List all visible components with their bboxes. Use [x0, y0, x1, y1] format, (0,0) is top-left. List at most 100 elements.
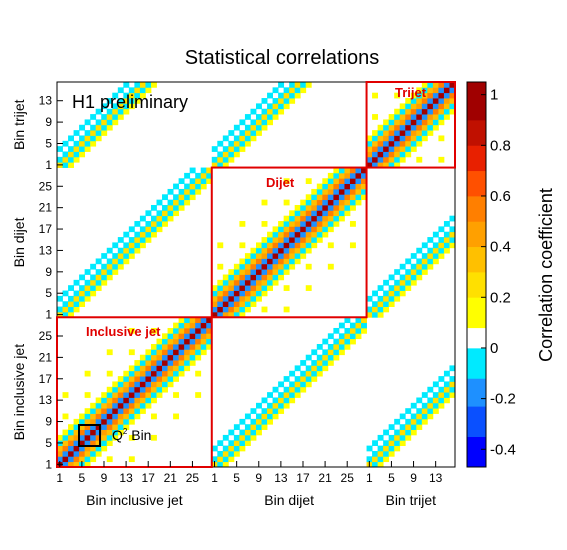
heatmap-cell [388, 119, 395, 126]
heatmap-cell [289, 82, 296, 88]
heatmap-cell [162, 333, 168, 340]
colorbar-tick-label: 1 [490, 87, 498, 104]
block-frame [56, 316, 213, 468]
heatmap-cell [327, 344, 334, 350]
heatmap-cell [128, 413, 135, 420]
heatmap-cell [432, 108, 439, 115]
heatmap-cell [421, 253, 428, 259]
heatmap-cell [239, 306, 246, 313]
heatmap-cell [134, 98, 141, 104]
heatmap-cell [427, 114, 434, 120]
heatmap-cell [57, 450, 63, 457]
heatmap-cell [162, 370, 168, 377]
heatmap-cell [443, 103, 450, 110]
heatmap-cell [250, 408, 257, 414]
heatmap-cell [244, 140, 251, 147]
heatmap-cell [222, 279, 229, 286]
heatmap-cell [272, 386, 279, 393]
heatmap-cell [134, 242, 141, 249]
heatmap-cell [289, 92, 296, 99]
heatmap-cell [383, 156, 390, 163]
heatmap-cell [217, 295, 224, 302]
heatmap-cell [68, 434, 74, 441]
heatmap-cell [256, 103, 262, 110]
heatmap-cell [57, 445, 63, 452]
heatmap-cell [73, 130, 80, 136]
heatmap-cell [167, 188, 174, 195]
heatmap-cell [217, 242, 224, 249]
heatmap-cell [256, 119, 262, 126]
heatmap-cell [112, 386, 119, 393]
heatmap-cell [123, 392, 130, 398]
heatmap-cell [150, 381, 157, 388]
heatmap-cell [250, 424, 257, 430]
heatmap-cell [344, 183, 351, 190]
heatmap-cell [394, 114, 401, 120]
heatmap-cell [101, 429, 108, 436]
heatmap-cell [333, 172, 340, 179]
heatmap-cell [305, 237, 312, 243]
heatmap-cell [272, 269, 279, 275]
heatmap-cell [399, 413, 406, 420]
heatmap-cell [283, 215, 290, 222]
heatmap-cell [261, 285, 268, 291]
heatmap-cell [377, 461, 384, 468]
heatmap-cell [233, 279, 240, 286]
heatmap-cell [162, 354, 168, 361]
heatmap-cell [256, 418, 262, 425]
heatmap-cell [349, 188, 356, 195]
heatmap-cell [233, 440, 240, 447]
heatmap-cell [316, 370, 323, 377]
heatmap-cell [427, 87, 434, 94]
heatmap-cell [267, 408, 273, 414]
heatmap-cell [195, 392, 202, 398]
heatmap-cell [272, 114, 279, 120]
heatmap-cell [189, 327, 196, 334]
heatmap-cell [427, 402, 434, 409]
heatmap-cell [211, 456, 218, 463]
heatmap-cell [278, 221, 285, 227]
heatmap-cell [416, 114, 423, 120]
heatmap-cell [449, 92, 456, 99]
heatmap-cell [316, 354, 323, 361]
heatmap-cell [222, 445, 229, 452]
heatmap-cell [217, 290, 224, 297]
heatmap-cell [150, 215, 157, 222]
heatmap-cell [421, 103, 428, 110]
y-axis-label: Bin trijet [11, 99, 27, 150]
heatmap-cell [244, 253, 251, 259]
heatmap-cell [173, 370, 180, 377]
heatmap-cell [150, 376, 157, 382]
heatmap-cell [449, 386, 456, 393]
heatmap-cell [405, 119, 412, 126]
heatmap-cell [421, 258, 428, 265]
heatmap-cell [338, 215, 345, 222]
heatmap-cell [150, 413, 157, 420]
heatmap-cell [300, 253, 307, 259]
heatmap-cell [228, 311, 235, 318]
heatmap-cell [438, 376, 445, 382]
chart-title: Statistical correlations [185, 47, 380, 69]
heatmap-cell [250, 119, 257, 126]
heatmap-cell [117, 98, 124, 104]
heatmap-cell [438, 226, 445, 233]
heatmap-cell [316, 210, 323, 217]
heatmap-cell [106, 370, 113, 377]
heatmap-cell [211, 295, 218, 302]
heatmap-cell [438, 119, 445, 126]
heatmap-cell [145, 82, 152, 88]
x-tick-label: 25 [341, 471, 355, 485]
colorbar-title: Correlation coefficient [536, 188, 556, 362]
heatmap-cell [272, 98, 279, 104]
heatmap-cell [123, 242, 130, 249]
heatmap-cell [432, 231, 439, 238]
heatmap-cell [244, 124, 251, 131]
heatmap-cell [228, 140, 235, 147]
heatmap-cell [261, 418, 268, 425]
x-tick-label: 21 [318, 471, 332, 485]
heatmap-cell [383, 456, 390, 463]
y-tick-label: 5 [45, 136, 52, 150]
heatmap-cell [145, 397, 152, 404]
heatmap-cell [349, 221, 356, 227]
heatmap-cell [388, 295, 395, 302]
